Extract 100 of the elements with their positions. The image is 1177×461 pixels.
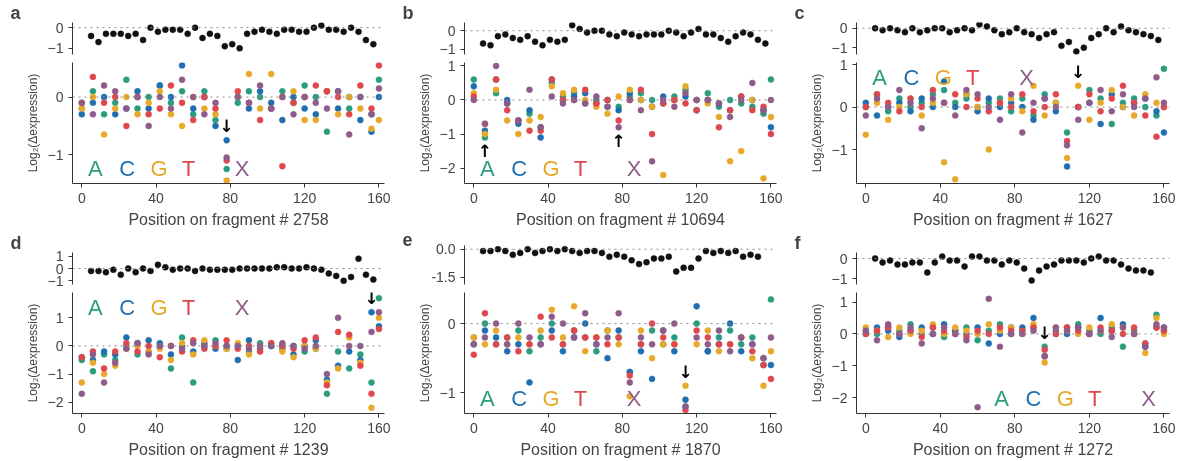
text: T: [1088, 386, 1102, 412]
x-tick-label: 160: [1152, 189, 1176, 206]
y-tick-label: −1: [47, 366, 64, 383]
chart-title: a: [10, 2, 22, 23]
series-label: T: [573, 386, 588, 412]
y-axis-title: Log₂(Δexpression): [809, 303, 824, 403]
x-tick-label: 80: [222, 419, 239, 436]
x-tick-label: 160: [1152, 419, 1176, 436]
series-label: C: [119, 156, 136, 182]
y-tick-label: 0: [447, 315, 456, 332]
series-label: G: [150, 156, 168, 182]
x-tick-label: 40: [932, 419, 949, 436]
series-label: C: [903, 64, 920, 90]
y-tick-label: 0: [839, 250, 848, 267]
y-tick-label: 0: [55, 337, 64, 354]
x-tick-label: 80: [614, 189, 631, 206]
series-label: A: [88, 294, 104, 320]
series-label: C: [511, 386, 528, 412]
y-axis-title: Log₂(Δexpression): [25, 303, 40, 403]
series-label: T: [181, 294, 196, 320]
y-tick-label: 1: [839, 56, 848, 73]
series-label: G: [542, 156, 560, 182]
y-tick-label: −1: [439, 126, 456, 143]
x-tick-label: 0: [77, 189, 86, 206]
y-axis-title: Log₂(Δexpression): [417, 73, 432, 173]
chart-title: d: [10, 232, 22, 253]
x-tick-label: 160: [759, 189, 783, 206]
x-tick-label: 120: [1077, 419, 1102, 436]
series-label: G: [1056, 386, 1074, 412]
y-tick-label: −1: [47, 146, 64, 163]
chart-title: c: [794, 2, 805, 23]
text: A: [994, 386, 1010, 412]
x-tick-label: 0: [861, 189, 870, 206]
x-tick-label: 0: [469, 419, 478, 436]
y-axis-title: Log₂(Δexpression): [25, 73, 40, 173]
chart-title: f: [794, 232, 802, 253]
x-tick-label: 40: [540, 419, 557, 436]
series-label: C: [511, 156, 528, 182]
y-tick-label: 1: [839, 294, 848, 311]
annotation: ↓: [219, 116, 234, 137]
y-tick-label: 0: [447, 22, 456, 39]
x-tick-label: 120: [292, 189, 317, 206]
x-tick-label: 40: [148, 419, 165, 436]
series-label: C: [1025, 386, 1042, 412]
series-label: G: [542, 386, 560, 412]
annotation: ↓: [1037, 322, 1052, 343]
y-tick-label: -1.5: [431, 269, 456, 286]
series-label: T: [966, 64, 980, 90]
x-tick-label: 40: [540, 189, 557, 206]
y-tick-label: −1: [831, 270, 848, 287]
y-tick-label: 0: [839, 325, 848, 342]
x-tick-label: 160: [367, 189, 391, 206]
series-label: X: [626, 156, 642, 182]
x-tick-label: 80: [1007, 189, 1023, 206]
y-tick-label: −1: [831, 357, 848, 374]
y-tick-label: 0.0: [436, 241, 456, 258]
y-tick-label: −1: [831, 141, 848, 158]
y-tick-label: 0: [447, 91, 456, 108]
series-label: X: [234, 156, 250, 182]
annotation: ↓: [364, 288, 379, 309]
x-axis-title: Position on fragment # 1239: [128, 440, 329, 458]
y-tick-label: 1: [55, 309, 64, 326]
series-label: G: [934, 64, 952, 90]
series-label: X: [234, 294, 250, 320]
x-tick-label: 40: [148, 189, 165, 206]
series-label: T: [573, 156, 588, 182]
y-tick-label: 1: [447, 57, 456, 74]
y-axis-title: Log₂(Δexpression): [417, 303, 432, 403]
x-tick-label: 80: [1007, 419, 1023, 436]
x-tick-label: 40: [932, 189, 949, 206]
x-tick-label: 0: [77, 419, 86, 436]
chart-title: e: [402, 229, 413, 250]
annotation: ↓: [1071, 61, 1086, 82]
x-tick-label: 0: [861, 419, 870, 436]
annotation: ↑: [611, 131, 626, 152]
y-tick-label: −2: [831, 389, 848, 406]
x-axis-title: Position on fragment # 1272: [912, 440, 1114, 458]
y-tick-label: 0: [839, 20, 848, 37]
series-label: X: [626, 386, 642, 412]
y-tick-label: −1: [439, 384, 456, 401]
x-tick-label: 0: [469, 189, 478, 206]
x-axis-title: Position on fragment # 1627: [912, 210, 1114, 228]
y-tick-label: −2: [439, 160, 456, 177]
y-tick-label: −1: [47, 40, 64, 57]
series-label: A: [872, 64, 888, 90]
chart-title: b: [402, 2, 414, 23]
x-tick-label: 160: [759, 419, 783, 436]
series-label: G: [150, 294, 168, 320]
series-label: T: [181, 156, 196, 182]
x-tick-label: 80: [222, 189, 239, 206]
series-label: X: [1019, 64, 1035, 90]
series-label: A: [480, 386, 496, 412]
y-tick-label: −1: [831, 39, 848, 56]
x-tick-label: 120: [684, 419, 709, 436]
y-tick-label: 0: [839, 99, 848, 116]
series-label: A: [88, 156, 104, 182]
x-tick-label: 160: [367, 419, 391, 436]
x-tick-label: 120: [684, 189, 709, 206]
x-tick-label: 120: [292, 419, 317, 436]
x-axis-title: Position on fragment # 2758: [128, 210, 329, 228]
